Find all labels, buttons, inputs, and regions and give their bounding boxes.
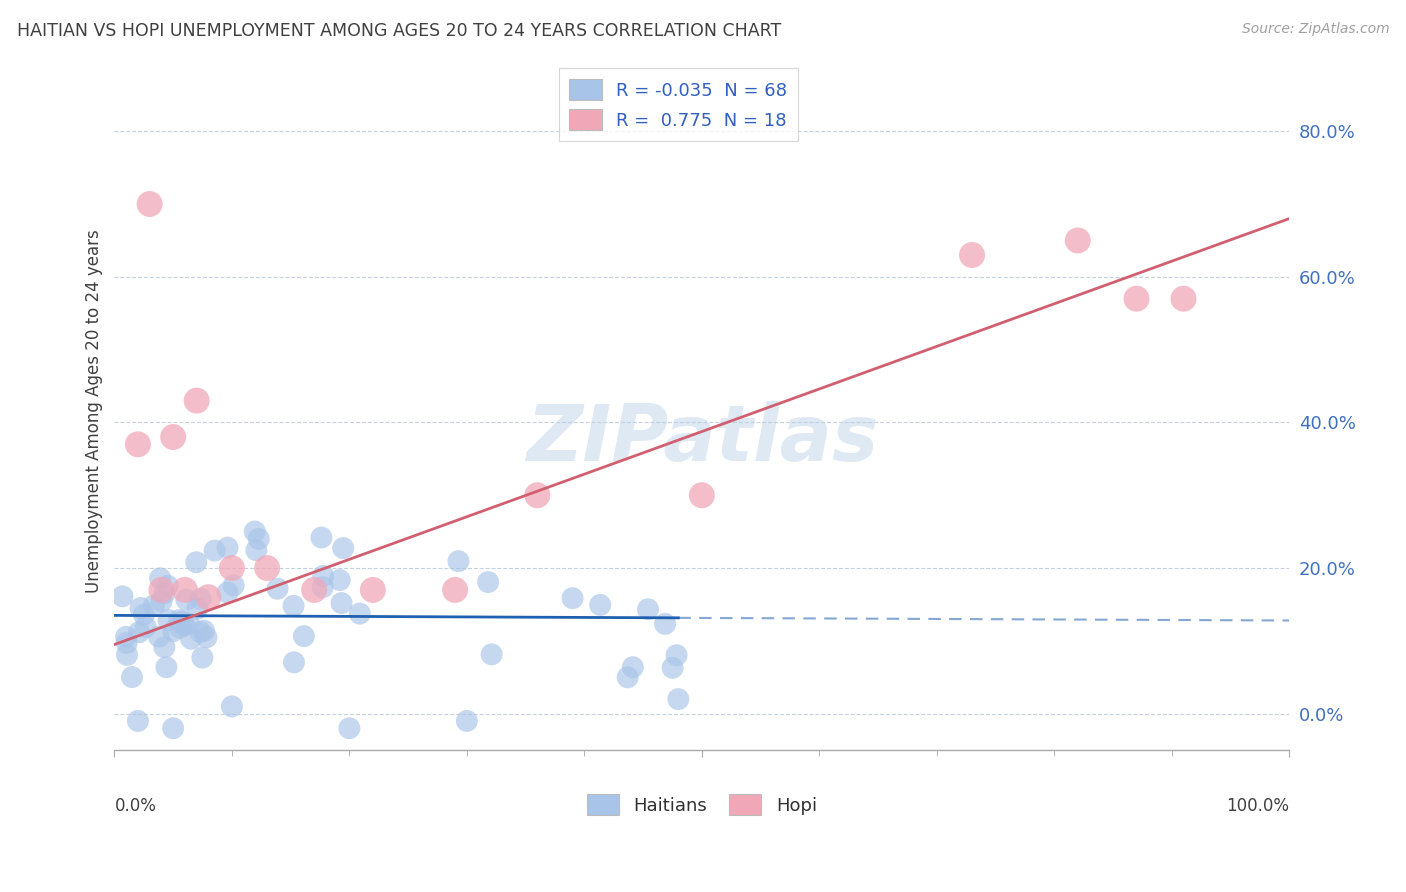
Point: [186, 601, 208, 615]
Point: [155, 660, 177, 674]
Point: [1173, 292, 1195, 306]
Point: [283, 656, 305, 670]
Point: [128, 625, 150, 640]
Point: [138, 197, 160, 211]
Point: [283, 599, 305, 613]
Point: [167, 613, 190, 627]
Point: [245, 543, 267, 558]
Point: [1067, 234, 1090, 248]
Point: [157, 613, 180, 627]
Point: [142, 599, 165, 613]
Legend: Haitians, Hopi: Haitians, Hopi: [579, 787, 824, 822]
Point: [115, 648, 138, 662]
Text: Source: ZipAtlas.com: Source: ZipAtlas.com: [1241, 22, 1389, 37]
Point: [149, 571, 172, 585]
Point: [481, 648, 503, 662]
Point: [148, 630, 170, 644]
Point: [162, 624, 184, 639]
Point: [190, 591, 212, 606]
Point: [292, 629, 315, 643]
Text: ZIPatlas: ZIPatlas: [526, 401, 877, 476]
Point: [456, 714, 478, 728]
Point: [115, 636, 138, 650]
Point: [561, 591, 583, 606]
Point: [121, 670, 143, 684]
Point: [162, 721, 184, 735]
Point: [665, 648, 688, 663]
Point: [176, 592, 198, 607]
Point: [361, 582, 384, 597]
Point: [960, 248, 983, 262]
Point: [690, 488, 713, 502]
Point: [477, 575, 499, 590]
Point: [526, 488, 548, 502]
Point: [661, 661, 683, 675]
Text: HAITIAN VS HOPI UNEMPLOYMENT AMONG AGES 20 TO 24 YEARS CORRELATION CHART: HAITIAN VS HOPI UNEMPLOYMENT AMONG AGES …: [17, 22, 782, 40]
Point: [330, 596, 353, 610]
Point: [243, 524, 266, 539]
Point: [447, 554, 470, 568]
Point: [589, 598, 612, 612]
Point: [132, 607, 155, 622]
Point: [111, 590, 134, 604]
Point: [217, 541, 239, 555]
Point: [173, 618, 195, 632]
Point: [115, 630, 138, 644]
Point: [169, 621, 191, 635]
Point: [127, 437, 149, 451]
Point: [204, 543, 226, 558]
Point: [349, 607, 371, 621]
Point: [666, 692, 689, 706]
Point: [127, 714, 149, 728]
Point: [190, 624, 212, 639]
Point: [186, 555, 208, 569]
Point: [193, 624, 215, 638]
Point: [247, 532, 270, 546]
Point: [156, 579, 179, 593]
Point: [616, 670, 638, 684]
Point: [172, 615, 194, 629]
Point: [217, 585, 239, 599]
Point: [197, 590, 219, 604]
Point: [222, 578, 245, 592]
Text: 100.0%: 100.0%: [1226, 797, 1289, 815]
Point: [135, 620, 157, 634]
Point: [150, 594, 173, 608]
Point: [186, 393, 208, 408]
Point: [153, 640, 176, 654]
Point: [332, 541, 354, 555]
Point: [329, 573, 352, 587]
Point: [162, 430, 184, 444]
Point: [302, 582, 325, 597]
Y-axis label: Unemployment Among Ages 20 to 24 years: Unemployment Among Ages 20 to 24 years: [86, 229, 103, 593]
Point: [150, 582, 173, 597]
Point: [312, 569, 335, 583]
Point: [153, 586, 176, 600]
Point: [180, 632, 202, 646]
Point: [174, 582, 197, 597]
Point: [129, 601, 152, 615]
Point: [1125, 292, 1147, 306]
Point: [654, 616, 676, 631]
Text: 0.0%: 0.0%: [114, 797, 156, 815]
Point: [621, 660, 644, 674]
Point: [221, 699, 243, 714]
Point: [256, 561, 278, 575]
Point: [177, 616, 200, 631]
Point: [311, 531, 333, 545]
Point: [195, 630, 218, 644]
Point: [444, 582, 467, 597]
Point: [191, 650, 214, 665]
Point: [637, 602, 659, 616]
Point: [311, 580, 333, 594]
Point: [266, 582, 288, 596]
Point: [337, 721, 360, 735]
Point: [221, 561, 243, 575]
